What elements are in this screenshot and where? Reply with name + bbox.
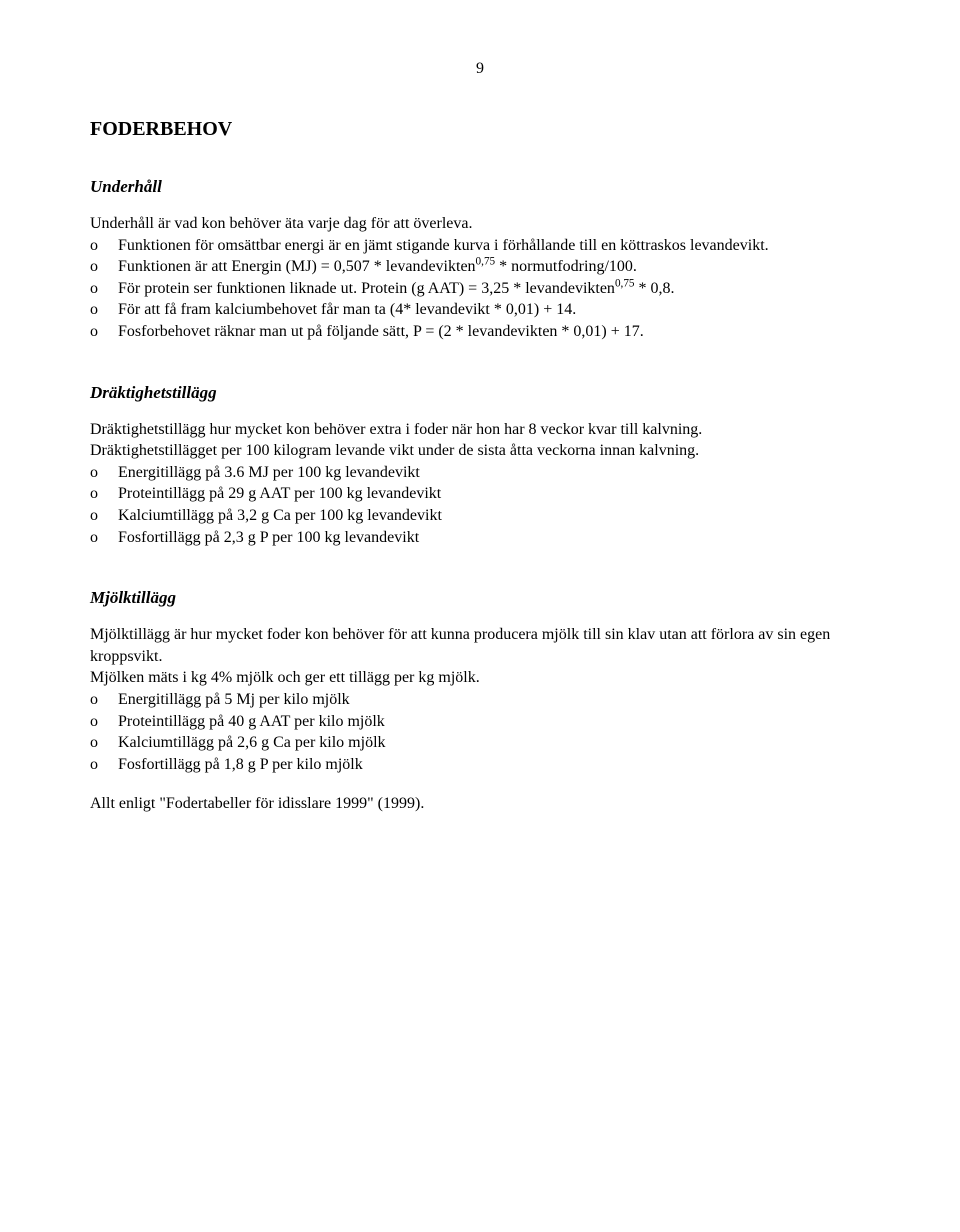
draktighet-intro1: Dräktighetstillägg hur mycket kon behöve… [90,419,870,441]
list-marker: o [90,754,118,776]
list-marker: o [90,462,118,484]
list-marker: o [90,321,118,343]
list-item: o För protein ser funktionen liknade ut.… [90,278,870,300]
list-item: o Energitillägg på 5 Mj per kilo mjölk [90,689,870,711]
mjolk-list: o Energitillägg på 5 Mj per kilo mjölk o… [90,689,870,775]
list-text: Energitillägg på 3.6 MJ per 100 kg levan… [118,462,870,484]
list-item: o Fosfortillägg på 2,3 g P per 100 kg le… [90,527,870,549]
list-marker: o [90,278,118,300]
list-item: o Energitillägg på 3.6 MJ per 100 kg lev… [90,462,870,484]
mjolk-intro2: Mjölken mäts i kg 4% mjölk och ger ett t… [90,667,870,689]
list-text: Proteintillägg på 29 g AAT per 100 kg le… [118,483,870,505]
list-item: o Funktionen för omsättbar energi är en … [90,235,870,257]
list-item: o Proteintillägg på 40 g AAT per kilo mj… [90,711,870,733]
list-text: Proteintillägg på 40 g AAT per kilo mjöl… [118,711,870,733]
list-text: Funktionen för omsättbar energi är en jä… [118,235,870,257]
list-text: Funktionen är att Energin (MJ) = 0,507 *… [118,256,870,278]
mjolk-intro1: Mjölktillägg är hur mycket foder kon beh… [90,624,870,667]
section-heading-underhall: Underhåll [90,177,870,197]
page-number: 9 [90,60,870,78]
footer-reference: Allt enligt "Fodertabeller för idisslare… [90,793,870,815]
section-heading-draktighet: Dräktighetstillägg [90,383,870,403]
list-item: o För att få fram kalciumbehovet får man… [90,299,870,321]
list-marker: o [90,711,118,733]
list-marker: o [90,256,118,278]
list-marker: o [90,505,118,527]
list-marker: o [90,689,118,711]
list-item: o Kalciumtillägg på 2,6 g Ca per kilo mj… [90,732,870,754]
list-item: o Fosfortillägg på 1,8 g P per kilo mjöl… [90,754,870,776]
list-text: Kalciumtillägg på 3,2 g Ca per 100 kg le… [118,505,870,527]
draktighet-list: o Energitillägg på 3.6 MJ per 100 kg lev… [90,462,870,548]
document-page: 9 FODERBEHOV Underhåll Underhåll är vad … [0,0,960,875]
underhall-list: o Funktionen för omsättbar energi är en … [90,235,870,343]
list-marker: o [90,483,118,505]
list-text: Energitillägg på 5 Mj per kilo mjölk [118,689,870,711]
list-text: Fosfortillägg på 1,8 g P per kilo mjölk [118,754,870,776]
list-marker: o [90,235,118,257]
main-heading: FODERBEHOV [90,118,870,141]
list-text: Kalciumtillägg på 2,6 g Ca per kilo mjöl… [118,732,870,754]
list-marker: o [90,732,118,754]
list-text: För att få fram kalciumbehovet får man t… [118,299,870,321]
list-marker: o [90,527,118,549]
list-text: För protein ser funktionen liknade ut. P… [118,278,870,300]
draktighet-intro2: Dräktighetstillägget per 100 kilogram le… [90,440,870,462]
section-heading-mjolk: Mjölktillägg [90,588,870,608]
list-item: o Fosforbehovet räknar man ut på följand… [90,321,870,343]
list-item: o Funktionen är att Energin (MJ) = 0,507… [90,256,870,278]
list-text: Fosfortillägg på 2,3 g P per 100 kg leva… [118,527,870,549]
underhall-intro: Underhåll är vad kon behöver äta varje d… [90,213,870,235]
list-item: o Proteintillägg på 29 g AAT per 100 kg … [90,483,870,505]
list-marker: o [90,299,118,321]
list-text: Fosforbehovet räknar man ut på följande … [118,321,870,343]
list-item: o Kalciumtillägg på 3,2 g Ca per 100 kg … [90,505,870,527]
